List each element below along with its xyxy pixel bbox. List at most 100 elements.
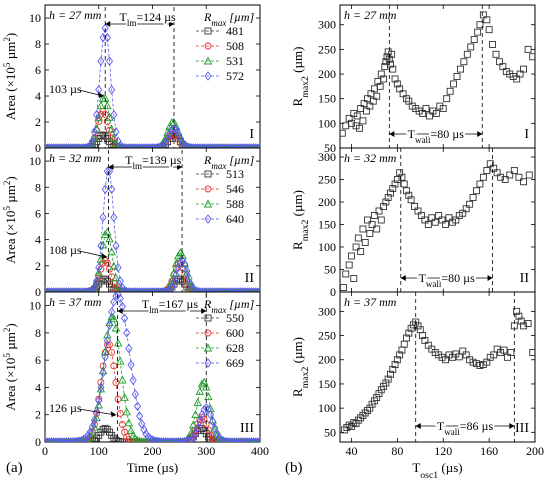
data-point <box>101 23 109 34</box>
legend-entry: 550 <box>226 311 244 325</box>
data-point <box>500 346 508 354</box>
data-point <box>424 221 432 228</box>
data-point <box>111 323 121 332</box>
data-point <box>463 50 471 58</box>
y-tick-label: 2 <box>35 259 41 273</box>
data-point <box>341 426 349 434</box>
y-tick-label: 150 <box>318 377 336 391</box>
arrow-head <box>98 92 105 98</box>
x-tick-label: 160 <box>480 444 498 458</box>
data-point <box>82 433 90 442</box>
data-point <box>368 221 376 228</box>
axes-frame <box>339 147 536 293</box>
y-tick-label: 4 <box>35 233 41 247</box>
y-tick-label: 100 <box>318 240 336 254</box>
data-point <box>384 375 392 383</box>
delay-label: 108 µs <box>49 243 82 257</box>
data-point <box>373 92 381 100</box>
delay-arrow <box>78 408 116 416</box>
data-point <box>373 394 381 401</box>
data-point <box>189 432 197 442</box>
data-point <box>136 436 143 442</box>
data-point <box>387 370 394 378</box>
data-point <box>366 404 374 412</box>
period-label: Twall=80 µs <box>408 127 465 145</box>
data-point <box>359 411 367 419</box>
data-point <box>524 320 532 327</box>
data-point <box>112 436 120 442</box>
y-tick-label: 250 <box>318 42 336 56</box>
y-axis-label: Area (×105 µm2) <box>2 176 18 263</box>
y-tick-label: 8 <box>35 37 41 51</box>
x-tick-label: 100 <box>90 444 108 458</box>
data-point <box>109 314 119 323</box>
data-point <box>114 262 122 273</box>
data-point <box>176 133 185 144</box>
series-572 <box>45 23 260 148</box>
data-point <box>403 95 410 103</box>
delay-label: 103 µs <box>49 82 82 96</box>
legend-entry: 572 <box>226 69 244 83</box>
arrow-head <box>487 275 493 281</box>
data-point <box>469 194 477 201</box>
plot-area <box>340 11 535 137</box>
data-point <box>109 133 119 142</box>
data-point <box>84 287 92 292</box>
data-point <box>350 275 358 282</box>
arrow-head <box>169 21 174 27</box>
arrow-head <box>117 308 123 314</box>
data-point <box>387 60 394 68</box>
data-point <box>181 259 189 270</box>
data-point <box>110 279 118 287</box>
data-point <box>114 136 122 147</box>
data-point <box>148 435 157 442</box>
arrow-head <box>108 164 114 170</box>
legend-marker <box>204 42 212 50</box>
arrow-head <box>110 411 117 417</box>
data-point <box>350 419 358 427</box>
data-point <box>353 112 361 120</box>
data-point <box>476 21 484 29</box>
data-point <box>412 318 420 326</box>
data-point <box>201 382 211 391</box>
panel-roman: III <box>240 421 254 436</box>
x-axis-label: Time (µs) <box>127 460 178 475</box>
data-point <box>442 221 449 228</box>
data-point <box>88 285 96 292</box>
data-point <box>127 360 135 370</box>
data-point <box>96 101 106 110</box>
y-tick-label: 4 <box>35 380 41 394</box>
x-axis-label: Tosc1 (µs) <box>412 460 462 481</box>
data-point <box>204 392 213 401</box>
data-point <box>506 171 514 179</box>
data-point <box>185 273 193 284</box>
h-label: h = 27 mm <box>344 8 397 22</box>
data-point <box>95 262 103 273</box>
data-point <box>120 392 129 401</box>
data-point <box>195 386 205 395</box>
data-point <box>450 80 458 88</box>
y-tick-label: 8 <box>35 180 41 194</box>
data-point <box>140 424 148 435</box>
data-point <box>94 268 104 276</box>
period-label: Tlm=167 µs <box>142 297 199 315</box>
panel-roman: II <box>520 271 530 286</box>
data-point <box>113 338 123 347</box>
data-point <box>141 437 147 442</box>
data-point <box>109 261 119 270</box>
y-axis-label: Rmax2 (µm) <box>290 190 311 250</box>
data-point <box>103 259 111 267</box>
data-point <box>86 438 94 442</box>
data-point <box>405 329 413 337</box>
data-point <box>193 398 202 407</box>
legend-marker <box>203 199 213 208</box>
data-point <box>172 277 180 285</box>
data-point <box>101 351 109 362</box>
data-point <box>110 362 118 370</box>
axes-frame <box>339 291 536 443</box>
legend-entry: 546 <box>226 182 244 196</box>
data-point <box>189 420 198 429</box>
x-tick-label: 120 <box>434 444 452 458</box>
